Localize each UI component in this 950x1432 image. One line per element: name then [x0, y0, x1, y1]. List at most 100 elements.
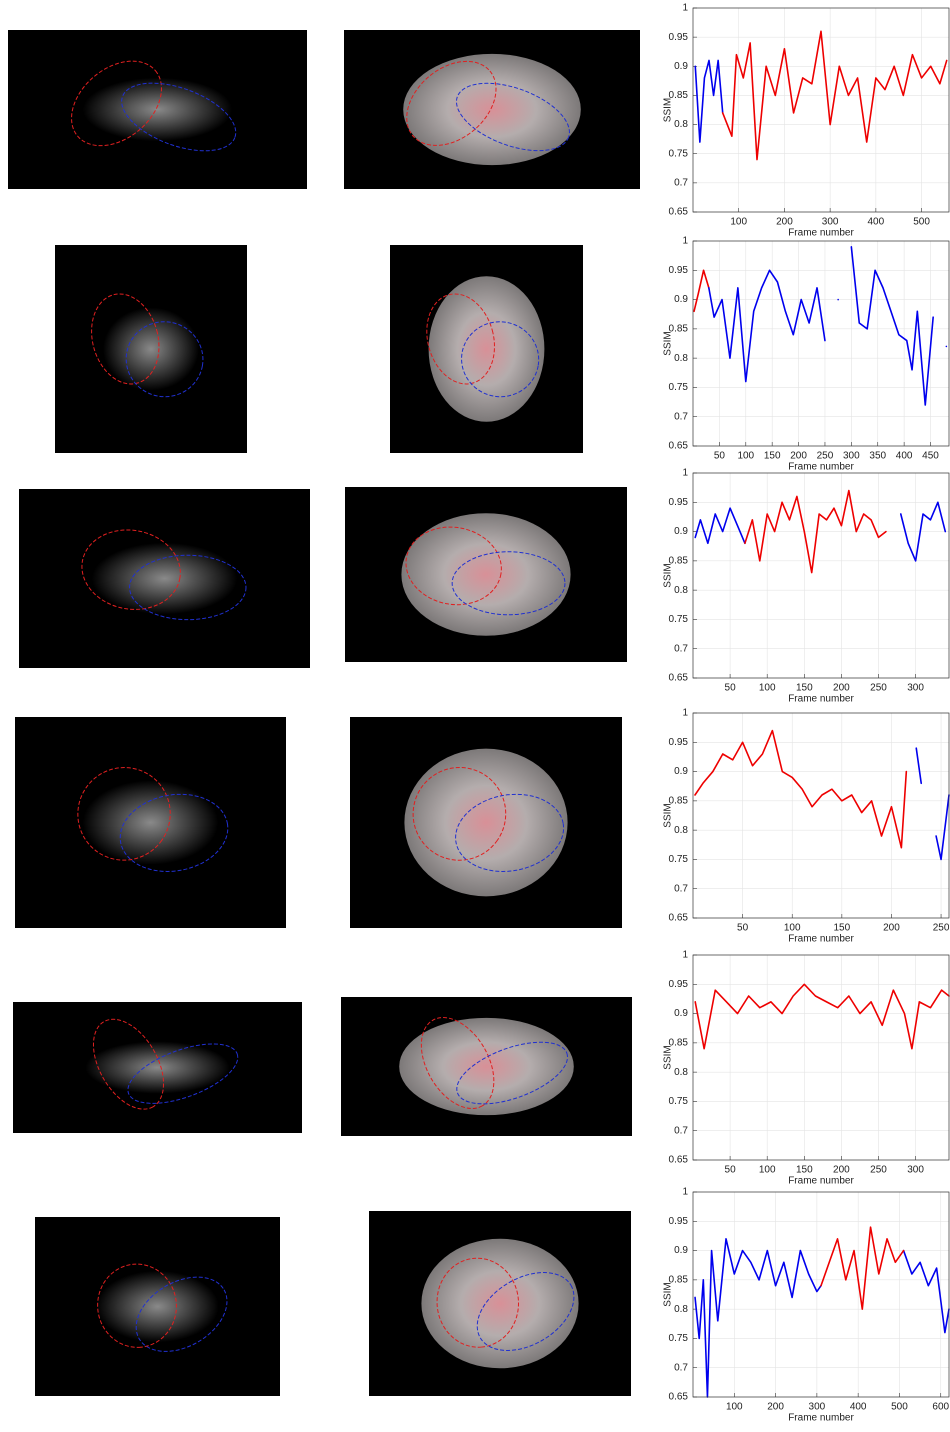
blue-ellipse [125, 321, 204, 398]
x-tick-label: 250 [933, 923, 950, 934]
render-shell [401, 513, 571, 636]
blue-ellipse [127, 1043, 239, 1104]
vessel-glow [103, 307, 199, 391]
render-shell [399, 1017, 574, 1116]
red-ellipse [92, 1018, 165, 1110]
red-ellipse [420, 1017, 495, 1110]
y-tick-label: 0.9 [674, 1008, 688, 1019]
x-tick-label: 600 [932, 1402, 949, 1413]
y-tick-label: 0.75 [669, 1333, 689, 1344]
x-tick-label: 250 [870, 683, 887, 694]
ssim-line [708, 246, 948, 406]
x-tick-label: 200 [833, 683, 850, 694]
x-tick-label: 400 [850, 1402, 867, 1413]
x-tick-label: 400 [868, 217, 885, 228]
x-tick-label: 250 [870, 1165, 887, 1176]
red-ellipse [71, 60, 162, 147]
red-ellipse [405, 526, 502, 606]
x-tick-label: 100 [759, 683, 776, 694]
blue-ellipse [456, 1041, 569, 1105]
blue-ellipse [455, 82, 570, 152]
x-tick-label: 150 [833, 923, 850, 934]
x-tick-label: 100 [726, 1402, 743, 1413]
y-tick-label: 1 [682, 468, 688, 479]
x-tick-label: 50 [725, 1165, 737, 1176]
y-tick-label: 0.95 [669, 32, 689, 43]
plot-frame [692, 1191, 950, 1398]
ssim-line [721, 30, 948, 161]
y-tick-label: 1 [682, 236, 688, 247]
ssim-line [694, 983, 950, 1050]
y-tick-label: 0.75 [669, 382, 689, 393]
y-tick-label: 0.8 [674, 119, 688, 130]
red-ellipse [436, 1257, 520, 1348]
x-tick-label: 500 [913, 217, 930, 228]
x-tick-label: 400 [896, 451, 913, 462]
y-tick-label: 1 [682, 950, 688, 961]
y-tick-label: 0.65 [669, 913, 689, 924]
vessel-glow [82, 77, 233, 142]
y-axis-label: SSIM [663, 1045, 674, 1069]
y-tick-label: 0.75 [669, 1096, 689, 1107]
render-shell [403, 53, 581, 166]
y-tick-label: 0.75 [669, 614, 689, 625]
plot-frame [692, 472, 950, 679]
blue-ellipse [476, 1272, 575, 1351]
y-tick-label: 0.7 [674, 883, 688, 894]
y-tick-label: 0.65 [669, 441, 689, 452]
plot-frame [692, 7, 950, 213]
y-tick-label: 0.8 [674, 353, 688, 364]
y-tick-label: 0.85 [669, 795, 689, 806]
x-tick-label: 350 [869, 451, 886, 462]
x-tick-label: 50 [737, 923, 749, 934]
red-ellipse [412, 766, 507, 861]
x-axis-label: Frame number [788, 1413, 854, 1424]
y-tick-label: 1 [682, 1187, 688, 1198]
y-axis-label: SSIM [663, 803, 674, 827]
y-tick-label: 0.9 [674, 294, 688, 305]
ssim-line [744, 489, 887, 574]
plot-frame [692, 712, 950, 919]
y-axis-label: SSIM [663, 1282, 674, 1306]
y-tick-label: 0.65 [669, 1392, 689, 1403]
ssim-line [694, 59, 724, 143]
x-tick-label: 300 [809, 1402, 826, 1413]
x-tick-label: 100 [759, 1165, 776, 1176]
y-tick-label: 0.8 [674, 585, 688, 596]
blue-ellipse [135, 1276, 228, 1352]
y-tick-label: 0.8 [674, 1304, 688, 1315]
plot-frame [692, 954, 950, 1161]
x-tick-label: 50 [714, 451, 726, 462]
red-ellipse [91, 293, 160, 385]
y-tick-label: 0.85 [669, 1037, 689, 1048]
y-tick-label: 0.95 [669, 1216, 689, 1227]
y-tick-label: 0.85 [669, 323, 689, 334]
x-axis-label: Frame number [788, 462, 854, 473]
y-tick-label: 0.7 [674, 1362, 688, 1373]
vessel-glow [85, 1041, 230, 1094]
red-ellipse [77, 767, 171, 861]
x-axis-label: Frame number [788, 228, 854, 239]
blue-ellipse [129, 554, 247, 621]
x-tick-label: 300 [907, 1165, 924, 1176]
y-tick-label: 0.7 [674, 411, 688, 422]
y-tick-label: 0.7 [674, 1125, 688, 1136]
plot-frame [692, 240, 950, 447]
vessel-glow [91, 542, 238, 615]
x-tick-label: 150 [764, 451, 781, 462]
y-tick-label: 0.95 [669, 497, 689, 508]
ssim-chart: 0.65 0.7 0.75 0.8 0.85 0.9 0.95 1 100 200 300 400 50… [663, 3, 950, 239]
y-tick-label: 1 [682, 3, 688, 14]
x-tick-label: 200 [833, 1165, 850, 1176]
x-tick-label: 200 [883, 923, 900, 934]
red-ellipse [426, 293, 495, 385]
y-tick-label: 0.7 [674, 643, 688, 654]
y-tick-label: 0.75 [669, 148, 689, 159]
x-tick-label: 100 [737, 451, 754, 462]
y-tick-label: 0.95 [669, 979, 689, 990]
y-tick-label: 0.85 [669, 555, 689, 566]
y-tick-label: 0.95 [669, 737, 689, 748]
